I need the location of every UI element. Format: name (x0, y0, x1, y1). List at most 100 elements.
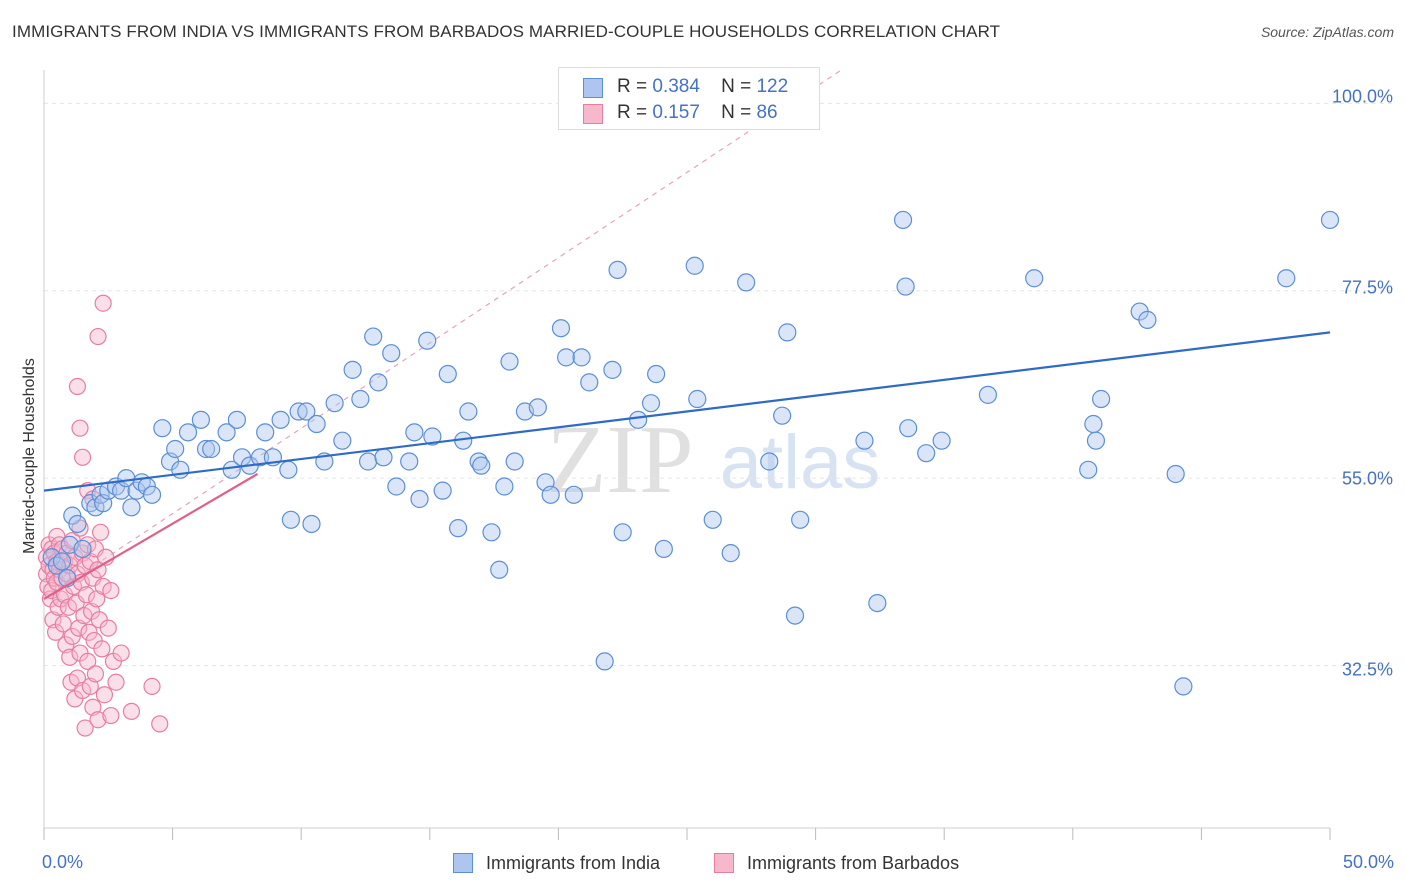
india-point (364, 327, 383, 346)
india-point (773, 406, 792, 425)
barbados-point (86, 665, 105, 683)
india-point (68, 514, 87, 534)
india-point (703, 510, 722, 529)
india-point (778, 323, 797, 342)
india-point (896, 277, 915, 296)
watermark-zip: ZIP (547, 406, 694, 514)
india-point (307, 414, 326, 434)
india-point (893, 210, 913, 230)
india-point (917, 444, 936, 463)
india-point (222, 460, 241, 479)
india-point (595, 652, 614, 671)
india-point (343, 360, 362, 379)
india-point (405, 423, 424, 442)
barbados-point (76, 719, 94, 737)
india-point (603, 360, 622, 379)
india-point (1277, 269, 1296, 288)
india-point (855, 431, 874, 450)
india-point (688, 389, 707, 409)
chart-title: IMMIGRANTS FROM INDIA VS IMMIGRANTS FROM… (12, 22, 1001, 41)
watermark-atlas: atlas (720, 420, 881, 505)
india-point (418, 331, 437, 350)
y-tick-label-55: 55.0% (1341, 468, 1393, 489)
india-point (297, 402, 316, 421)
india-point (153, 419, 172, 438)
barbados-point (80, 623, 98, 641)
barbados-legend-swatch (714, 853, 734, 873)
barbados-point (95, 686, 114, 704)
barbados-point (143, 677, 161, 695)
india-point (423, 427, 442, 446)
india-point (433, 481, 452, 500)
barbados-point (89, 327, 107, 346)
india-point (448, 519, 468, 538)
india-point (178, 423, 198, 442)
india-point (58, 569, 77, 588)
india-point (289, 402, 308, 421)
barbados-point (61, 648, 79, 666)
barbados-point (89, 711, 107, 729)
india-r-value: 0.384 (652, 76, 700, 97)
india-point (641, 394, 661, 413)
india-point (191, 410, 210, 429)
y-tick-label-77-5: 77.5% (1341, 277, 1393, 298)
india-point (528, 398, 547, 417)
barbados-point (68, 377, 87, 396)
barbados-r-label: R = (617, 102, 648, 123)
india-point (472, 456, 491, 475)
source-credit: Source: ZipAtlas.com (1260, 24, 1394, 40)
india-point (1166, 464, 1185, 484)
barbados-point (59, 598, 78, 616)
india-point (791, 510, 810, 529)
india-point (482, 523, 501, 542)
india-point (737, 273, 756, 292)
y-axis-label: Married-couple Households (21, 358, 38, 554)
india-point (868, 593, 887, 613)
barbados-n-label: N = (721, 102, 752, 123)
india-point (785, 606, 805, 625)
barbados-point (94, 294, 112, 312)
india-point (541, 485, 560, 504)
india-point (438, 364, 457, 384)
india-point (142, 485, 162, 504)
india-point (564, 485, 583, 504)
india-point (227, 410, 246, 429)
india-point (358, 452, 378, 471)
india-swatch (583, 78, 603, 98)
barbados-point (102, 582, 120, 600)
watermark: ZIP atlas (547, 406, 881, 514)
correlation-legend: R = 0.384 N = 122 R = 0.157 N = 86 (558, 67, 820, 130)
barbados-point (99, 619, 117, 637)
india-point (1174, 677, 1193, 696)
barbados-point (122, 702, 141, 720)
india-point (978, 385, 998, 404)
barbados-legend-label: Immigrants from Barbados (747, 853, 960, 873)
india-point (202, 439, 221, 459)
india-point (52, 552, 72, 571)
india-point (1086, 431, 1106, 450)
barbados-point (73, 448, 92, 466)
india-point (899, 419, 918, 438)
barbados-point (77, 586, 96, 604)
barbados-point (112, 644, 130, 662)
india-point (73, 539, 92, 559)
grid-lines (44, 102, 1392, 667)
y-tick-label-32-5: 32.5% (1341, 659, 1393, 680)
india-legend-swatch (453, 853, 473, 873)
india-point (551, 319, 571, 338)
barbados-points (37, 294, 169, 737)
india-point (171, 460, 190, 479)
india-point (166, 439, 185, 459)
india-trend-line (43, 331, 1331, 492)
india-point (654, 539, 673, 559)
barbados-point (94, 577, 112, 596)
trend-lines (43, 331, 1331, 600)
india-point (250, 448, 270, 467)
barbados-point (151, 715, 169, 733)
india-legend-label: Immigrants from India (486, 853, 661, 873)
india-point (490, 560, 509, 579)
india-point (374, 448, 393, 467)
india-points (42, 210, 1340, 696)
india-point (279, 460, 298, 479)
